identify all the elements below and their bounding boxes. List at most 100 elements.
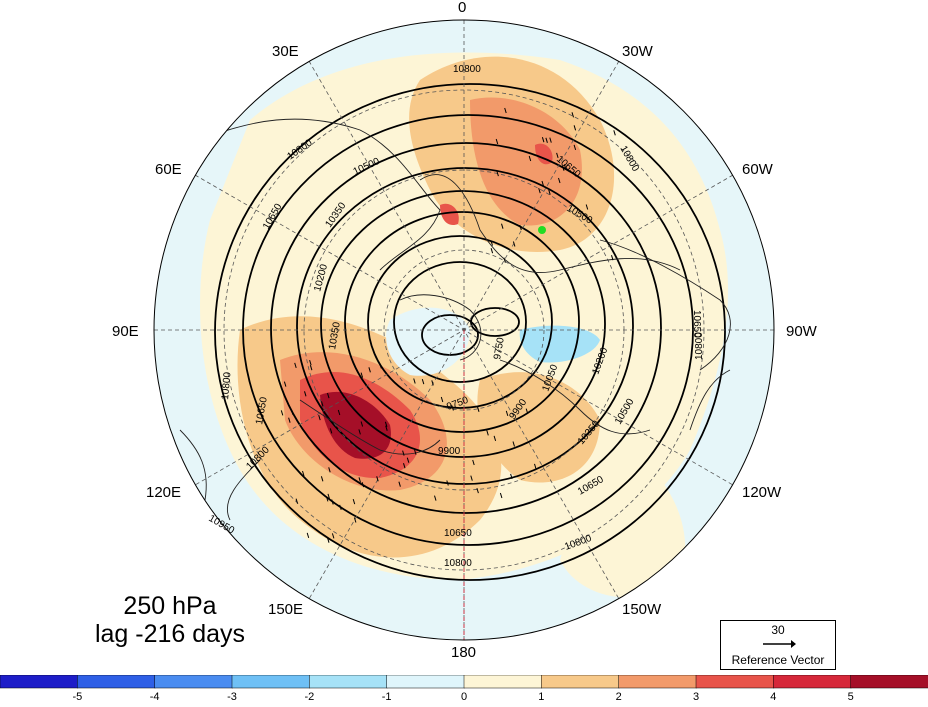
lon-label-60e: 60E	[155, 161, 182, 178]
colorbar-tick-label: 2	[616, 691, 622, 702]
wind-vector	[414, 449, 417, 455]
colorbar-tick-label: -4	[150, 691, 160, 702]
wind-vector	[379, 363, 382, 369]
contour-label: 9750	[492, 336, 507, 360]
wind-vector	[549, 137, 552, 143]
wind-vector	[562, 165, 565, 171]
lon-label-150w: 150W	[622, 601, 662, 618]
wind-vector	[611, 255, 614, 261]
colorbar-swatch	[773, 675, 852, 689]
title-level: 250 hPa	[123, 592, 217, 620]
wind-vector	[318, 414, 321, 421]
contour-label: 10650	[444, 528, 472, 539]
wind-vector	[613, 130, 616, 136]
wind-vector	[541, 180, 544, 187]
lon-label-30e: 30E	[272, 43, 299, 60]
reference-vector-box: 30 Reference Vector	[720, 620, 836, 670]
wind-vector	[325, 496, 329, 502]
lon-label-150e: 150E	[268, 601, 303, 618]
wind-vector	[353, 517, 357, 523]
lon-label-30w: 30W	[622, 43, 654, 60]
colorbar-tick-label: -3	[227, 691, 237, 702]
contour-label: 10800	[220, 371, 233, 400]
wind-vector	[361, 481, 365, 488]
wind-vector	[321, 401, 324, 407]
wind-vector	[440, 396, 444, 403]
wind-vector	[503, 257, 506, 263]
wind-vector	[476, 487, 479, 494]
wind-vector	[320, 476, 324, 482]
wind-vector	[327, 392, 330, 399]
wind-vector	[495, 138, 499, 145]
map-title: 250 hPa lag -216 days	[70, 592, 270, 648]
wind-vector	[505, 410, 509, 417]
colorbar-swatch	[850, 675, 928, 689]
wind-vector	[421, 378, 425, 385]
wind-vector	[280, 410, 284, 416]
wind-vector	[352, 498, 356, 505]
wind-vector	[563, 164, 567, 170]
wind-vector	[291, 409, 294, 415]
colorbar-swatch	[386, 675, 465, 689]
reference-vector-value: 30	[771, 623, 785, 637]
wind-vector	[295, 498, 299, 504]
wind-vector	[302, 470, 305, 477]
lon-label-60w: 60W	[742, 161, 774, 178]
wind-vector	[493, 435, 497, 442]
wind-vector	[304, 391, 307, 397]
colorbar-tick-label: 5	[848, 691, 854, 702]
colorbar-tick-label: -2	[304, 691, 314, 702]
wind-vector	[548, 189, 551, 195]
reference-arrow-icon	[763, 640, 796, 648]
contour-label: 10800	[453, 64, 481, 75]
contour-label: 10650	[254, 396, 270, 426]
colorbar-tick-label: -5	[72, 691, 82, 702]
wind-vector	[431, 380, 434, 386]
wind-vector	[402, 450, 405, 456]
colorbar-tick-label: 1	[538, 691, 544, 702]
wind-vector	[541, 137, 545, 143]
wind-vector	[501, 223, 504, 229]
colorbar-swatch	[231, 675, 311, 689]
wind-vector	[486, 430, 489, 436]
wind-vector	[571, 112, 574, 118]
colorbar-tick-label: 0	[461, 691, 467, 702]
wind-vector	[358, 429, 361, 435]
wind-vector	[545, 137, 548, 143]
wind-vector	[403, 463, 406, 469]
wind-vector	[327, 537, 330, 543]
wind-vector	[490, 248, 494, 254]
wind-vector	[376, 476, 379, 482]
wind-vector	[519, 224, 522, 231]
wind-vector	[339, 504, 342, 511]
wind-vector	[512, 441, 515, 447]
wind-vector	[288, 417, 291, 423]
coastlines	[179, 118, 731, 521]
wind-vector	[360, 421, 364, 427]
wind-vector	[434, 495, 437, 501]
colorbar-swatch	[309, 675, 388, 689]
colorbar-tick-label: -1	[382, 691, 392, 702]
wind-vector	[328, 467, 331, 473]
wind-vector	[384, 421, 388, 427]
lon-label-120w: 120W	[742, 484, 782, 501]
wind-vector	[538, 187, 541, 194]
wind-vector	[398, 481, 401, 487]
wind-vector	[368, 367, 371, 373]
wind-vector	[331, 499, 334, 505]
colorbar-swatch	[0, 675, 79, 689]
wind-vector	[413, 378, 416, 384]
wind-vector	[472, 459, 475, 466]
contour-label: 10800	[694, 332, 705, 360]
wind-vector	[385, 425, 388, 431]
wind-vector	[451, 405, 454, 411]
wind-vector	[446, 480, 449, 486]
wind-vector	[358, 477, 361, 483]
colorbar-swatch	[695, 675, 775, 689]
wind-vector	[499, 492, 503, 499]
longitude-labels: 0 30W 60W 90W 120W 150W 180 150E 120E 90…	[112, 0, 818, 661]
wind-vector	[309, 365, 313, 371]
wind-vector	[490, 240, 493, 246]
wind-vector	[573, 144, 577, 151]
colorbar-swatch	[154, 675, 233, 689]
